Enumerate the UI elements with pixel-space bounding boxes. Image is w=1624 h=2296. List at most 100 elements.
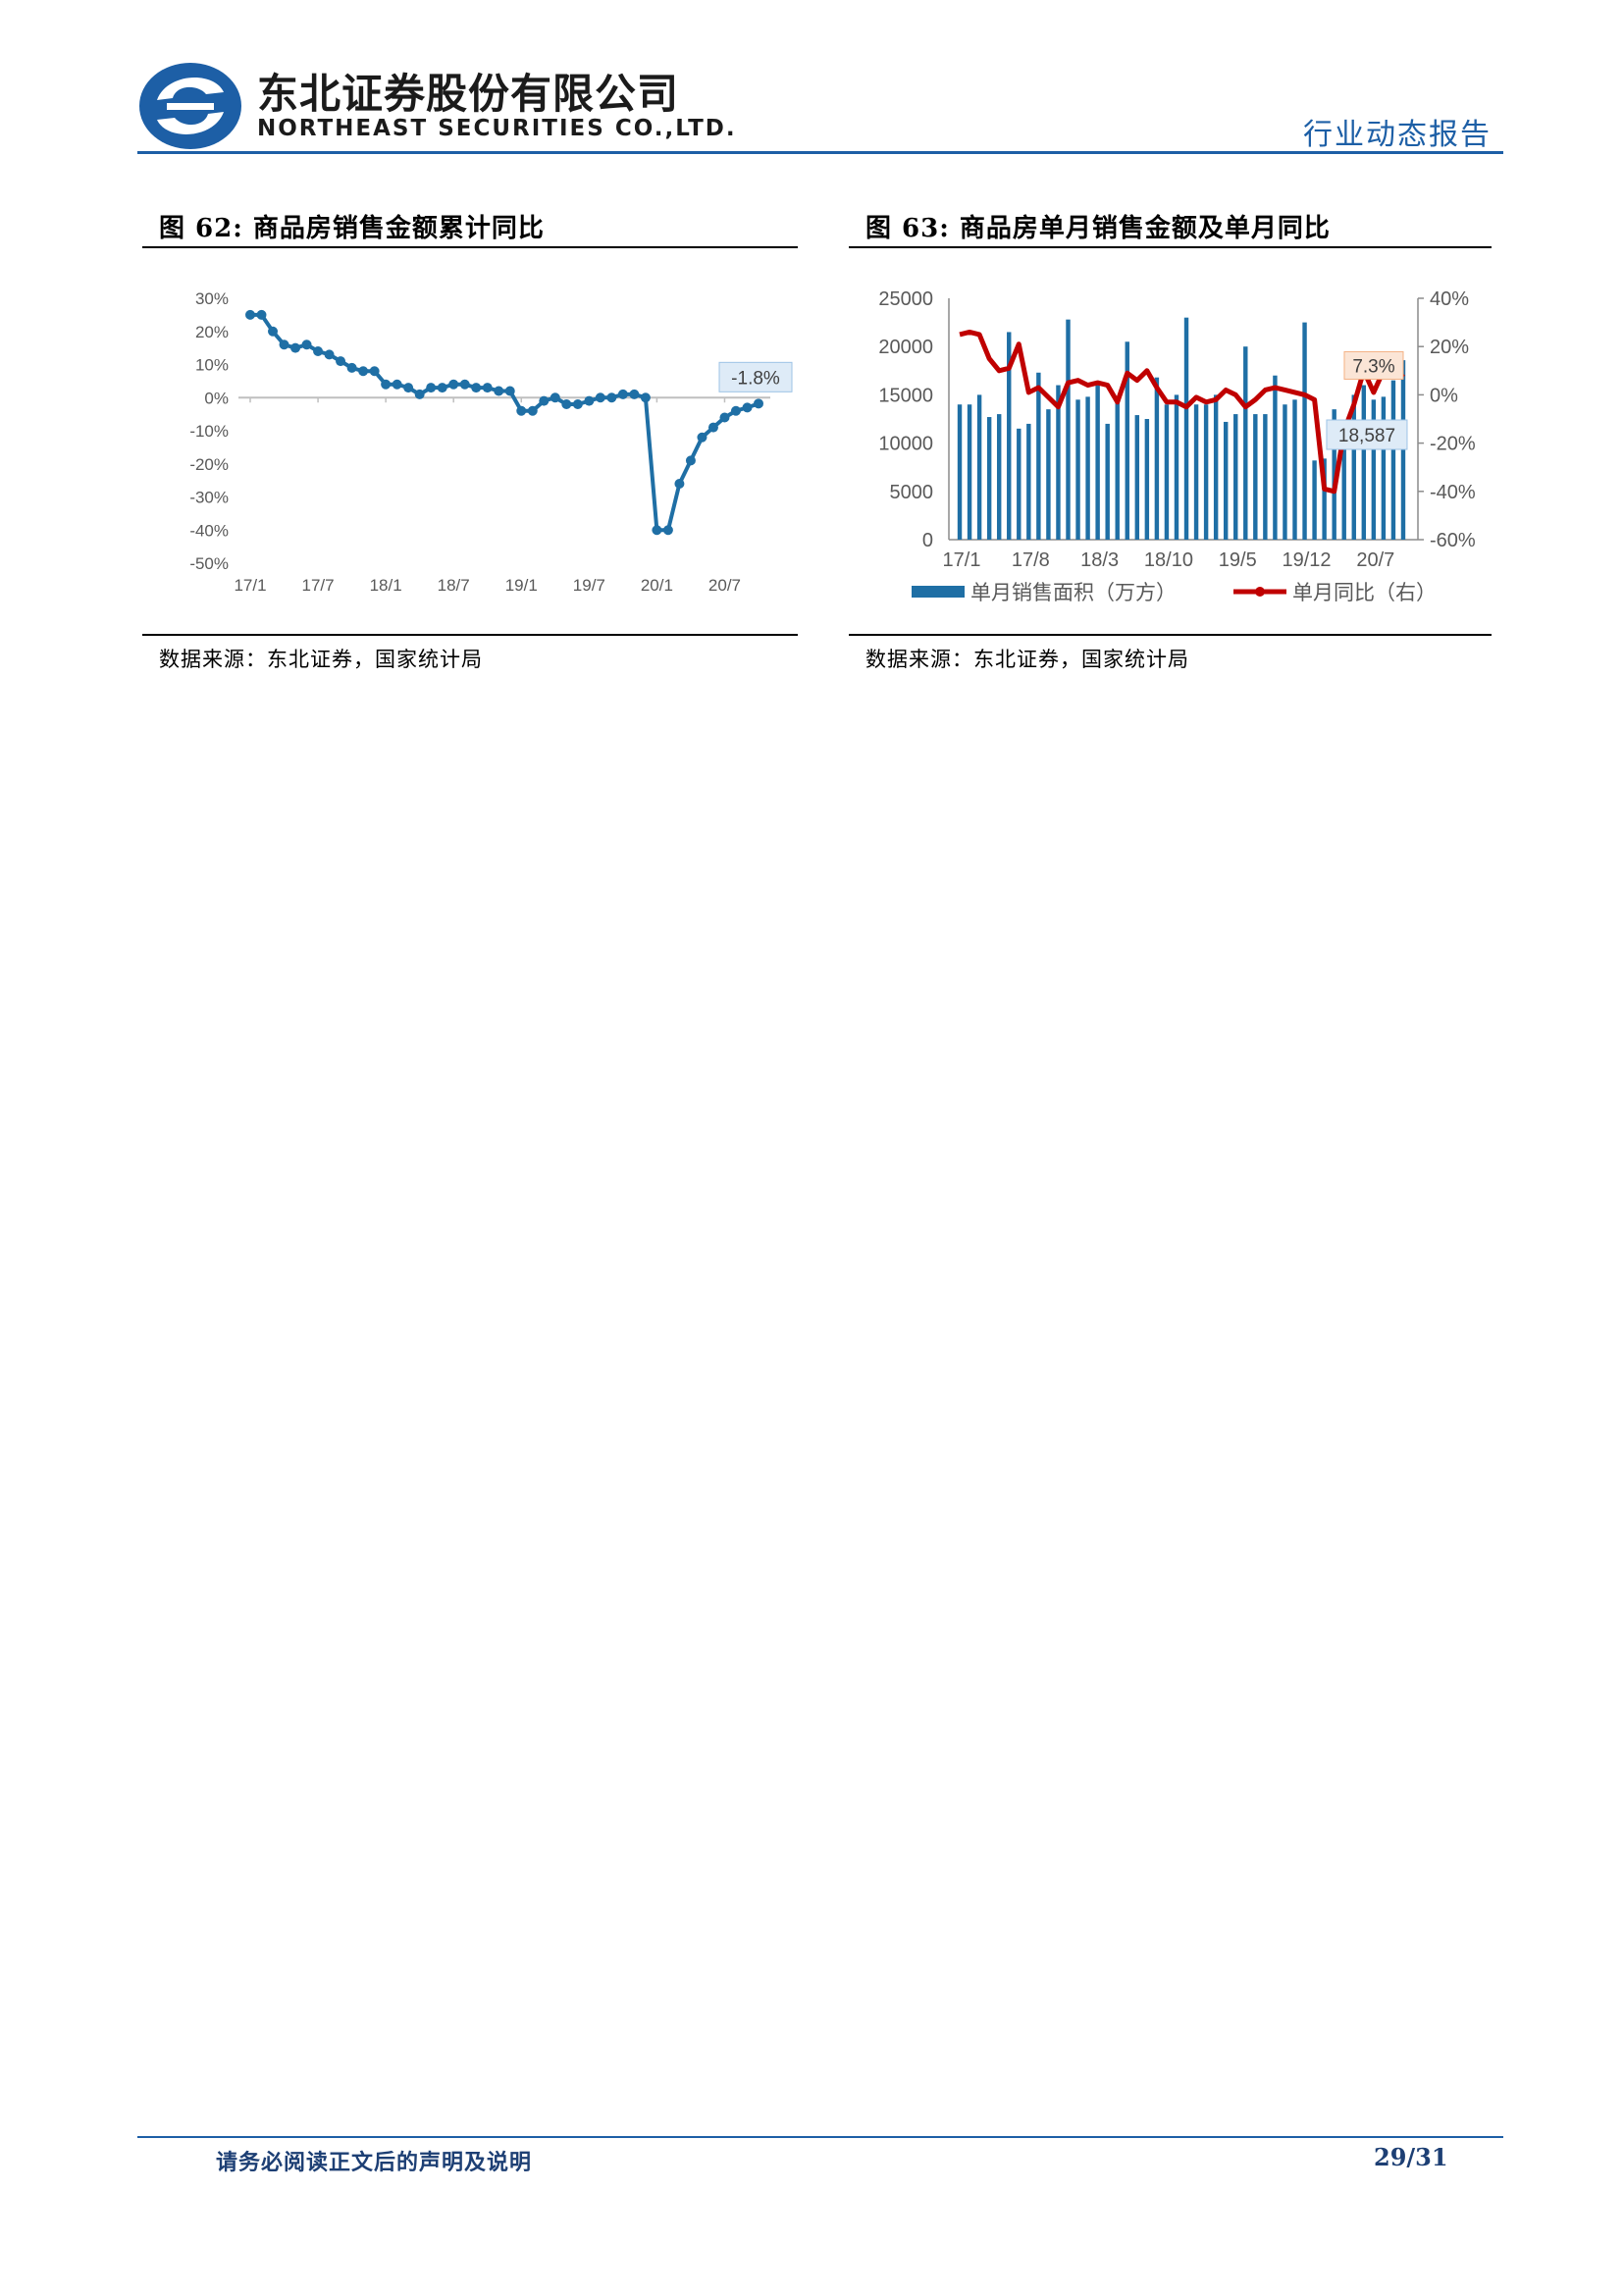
data-point [437, 383, 447, 393]
line-last-label-box [1343, 350, 1404, 380]
monthly-bar [1095, 385, 1100, 540]
right-y-tick-label: -60% [1430, 530, 1476, 551]
data-point [290, 342, 301, 353]
data-point [313, 346, 324, 356]
x-tick-label: 20/1 [641, 576, 673, 595]
data-point [527, 405, 538, 416]
left-y-tick-label: 5000 [890, 482, 934, 503]
x-tick-label: 17/1 [234, 576, 266, 595]
monthly-bar [1292, 399, 1297, 540]
fig62-bottom-rule [142, 634, 798, 636]
data-point [426, 383, 437, 393]
footer-divider [137, 2136, 1503, 2138]
x-tick-label: 19/7 [573, 576, 605, 595]
monthly-bar [1253, 414, 1258, 540]
monthly-bar [1273, 375, 1278, 540]
monthly-bar [1085, 396, 1090, 540]
monthly-bar [1312, 460, 1317, 540]
fig63-title: 图 63: 商品房单月销售金额及单月同比 [865, 214, 1331, 243]
monthly-bar [1302, 322, 1307, 540]
x-tick-label: 18/7 [438, 576, 470, 595]
data-point [268, 326, 279, 337]
data-point [336, 356, 346, 367]
monthly-bar [1243, 346, 1248, 540]
fig62-title: 图 62: 商品房销售金额累计同比 [159, 214, 545, 243]
monthly-bar [1361, 385, 1367, 540]
data-point [459, 379, 470, 390]
monthly-bar [1115, 402, 1120, 540]
x-tick-label: 18/3 [1080, 549, 1119, 571]
data-point [730, 405, 741, 416]
data-point [662, 525, 673, 536]
monthly-bar [1036, 372, 1041, 540]
header-divider [137, 151, 1503, 154]
monthly-bar [1017, 428, 1022, 540]
right-y-tick-label: 40% [1430, 288, 1469, 310]
monthly-bar [976, 394, 982, 540]
fig63-chart: 25000 20000 15000 10000 5000 0 40% 20% 0% -20% -40… [878, 288, 1476, 604]
monthly-bar [1174, 394, 1179, 540]
data-point [279, 339, 289, 350]
data-point [697, 432, 707, 443]
data-point [414, 389, 425, 399]
data-point [245, 309, 255, 320]
monthly-bar [1233, 414, 1238, 540]
monthly-bar [1213, 394, 1219, 540]
data-point [674, 479, 685, 489]
monthly-bar [967, 404, 972, 540]
monthly-bar [1203, 404, 1209, 540]
footer-disclaimer: 请务必阅读正文后的声明及说明 [216, 2150, 533, 2175]
data-point [629, 389, 640, 399]
data-point [539, 395, 550, 406]
y-tick-label: -40% [189, 521, 229, 540]
y-tick-label: -50% [189, 554, 229, 573]
x-tick-label: 20/7 [1356, 549, 1394, 571]
x-tick-label: 20/7 [708, 576, 741, 595]
data-point [471, 383, 482, 393]
x-tick-label: 17/8 [1012, 549, 1050, 571]
data-point [595, 392, 605, 403]
monthly-bar [1026, 423, 1031, 540]
monthly-bar [996, 414, 1002, 540]
data-point [561, 399, 572, 409]
y-tick-label: -10% [189, 422, 229, 441]
x-tick-label: 17/7 [302, 576, 335, 595]
left-y-tick-label: 15000 [878, 385, 933, 406]
y-tick-label: 0% [204, 389, 229, 407]
monthly-bar [1007, 332, 1012, 540]
left-y-tick-label: 25000 [878, 288, 933, 310]
bar-last-label-box [1326, 419, 1408, 450]
y-tick-label: -20% [189, 455, 229, 474]
company-name-cn: 东北证券股份有限公司 [257, 70, 680, 118]
right-y-tick-label: 20% [1430, 337, 1469, 358]
monthly-bar [1066, 319, 1071, 540]
monthly-bar [1400, 360, 1406, 540]
monthly-bar [1223, 421, 1229, 540]
x-tick-label: 18/10 [1144, 549, 1193, 571]
data-point [381, 379, 392, 390]
legend-bar-label: 单月销售面积（万方） [970, 582, 1177, 604]
x-tick-label: 19/12 [1283, 549, 1332, 571]
data-point [392, 379, 402, 390]
x-tick-label: 19/1 [505, 576, 538, 595]
data-point [369, 366, 380, 377]
fig63-source: 数据来源：东北证券，国家统计局 [865, 648, 1189, 671]
monthly-bar [1144, 419, 1150, 540]
y-tick-label: -30% [189, 489, 229, 507]
cumulative-yoy-line [250, 312, 760, 533]
fig63-top-rule [849, 246, 1492, 248]
monthly-bar [1371, 399, 1377, 540]
fig62-chart: 30% 20% 10% 0% -10% -20% -30% -40% -50% 17/1 17/7 1… [189, 289, 793, 595]
legend-line-marker [1255, 587, 1265, 597]
monthly-bar [1154, 377, 1160, 540]
monthly-yoy-line [959, 329, 1405, 495]
fig63-bottom-rule [849, 634, 1492, 636]
data-point [754, 398, 763, 409]
y-tick-label: 20% [195, 323, 229, 341]
x-tick-label: 17/1 [943, 549, 981, 571]
monthly-bar [1263, 414, 1268, 540]
data-point [482, 383, 493, 393]
data-point [448, 379, 459, 390]
y-tick-label: 30% [195, 289, 229, 308]
monthly-bar [1105, 423, 1110, 540]
